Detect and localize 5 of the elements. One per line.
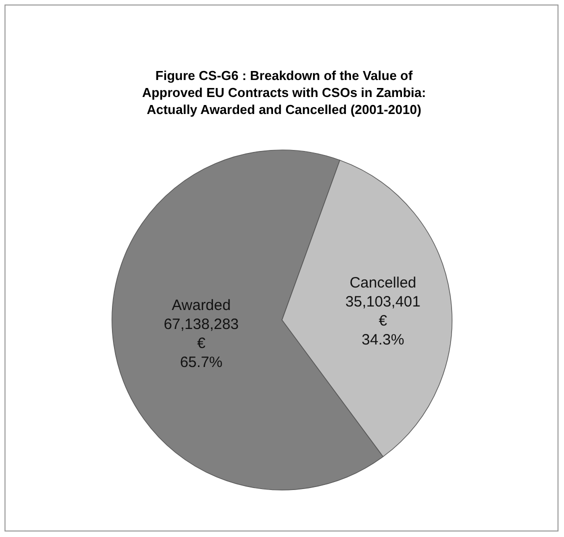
data-label: 67,138,283 € 65.7% xyxy=(164,316,239,371)
data-label: 35,103,401 € 34.3% xyxy=(345,294,420,349)
slice-label: Awarded xyxy=(172,296,231,314)
slice-label: Cancelled xyxy=(350,274,416,292)
chart-title: Figure CS-G6 : Breakdown of the Value of Approved EU Contracts with CSOs in Zambia: Actually Awarded and Cancelled (2001-2010) xyxy=(142,68,426,117)
